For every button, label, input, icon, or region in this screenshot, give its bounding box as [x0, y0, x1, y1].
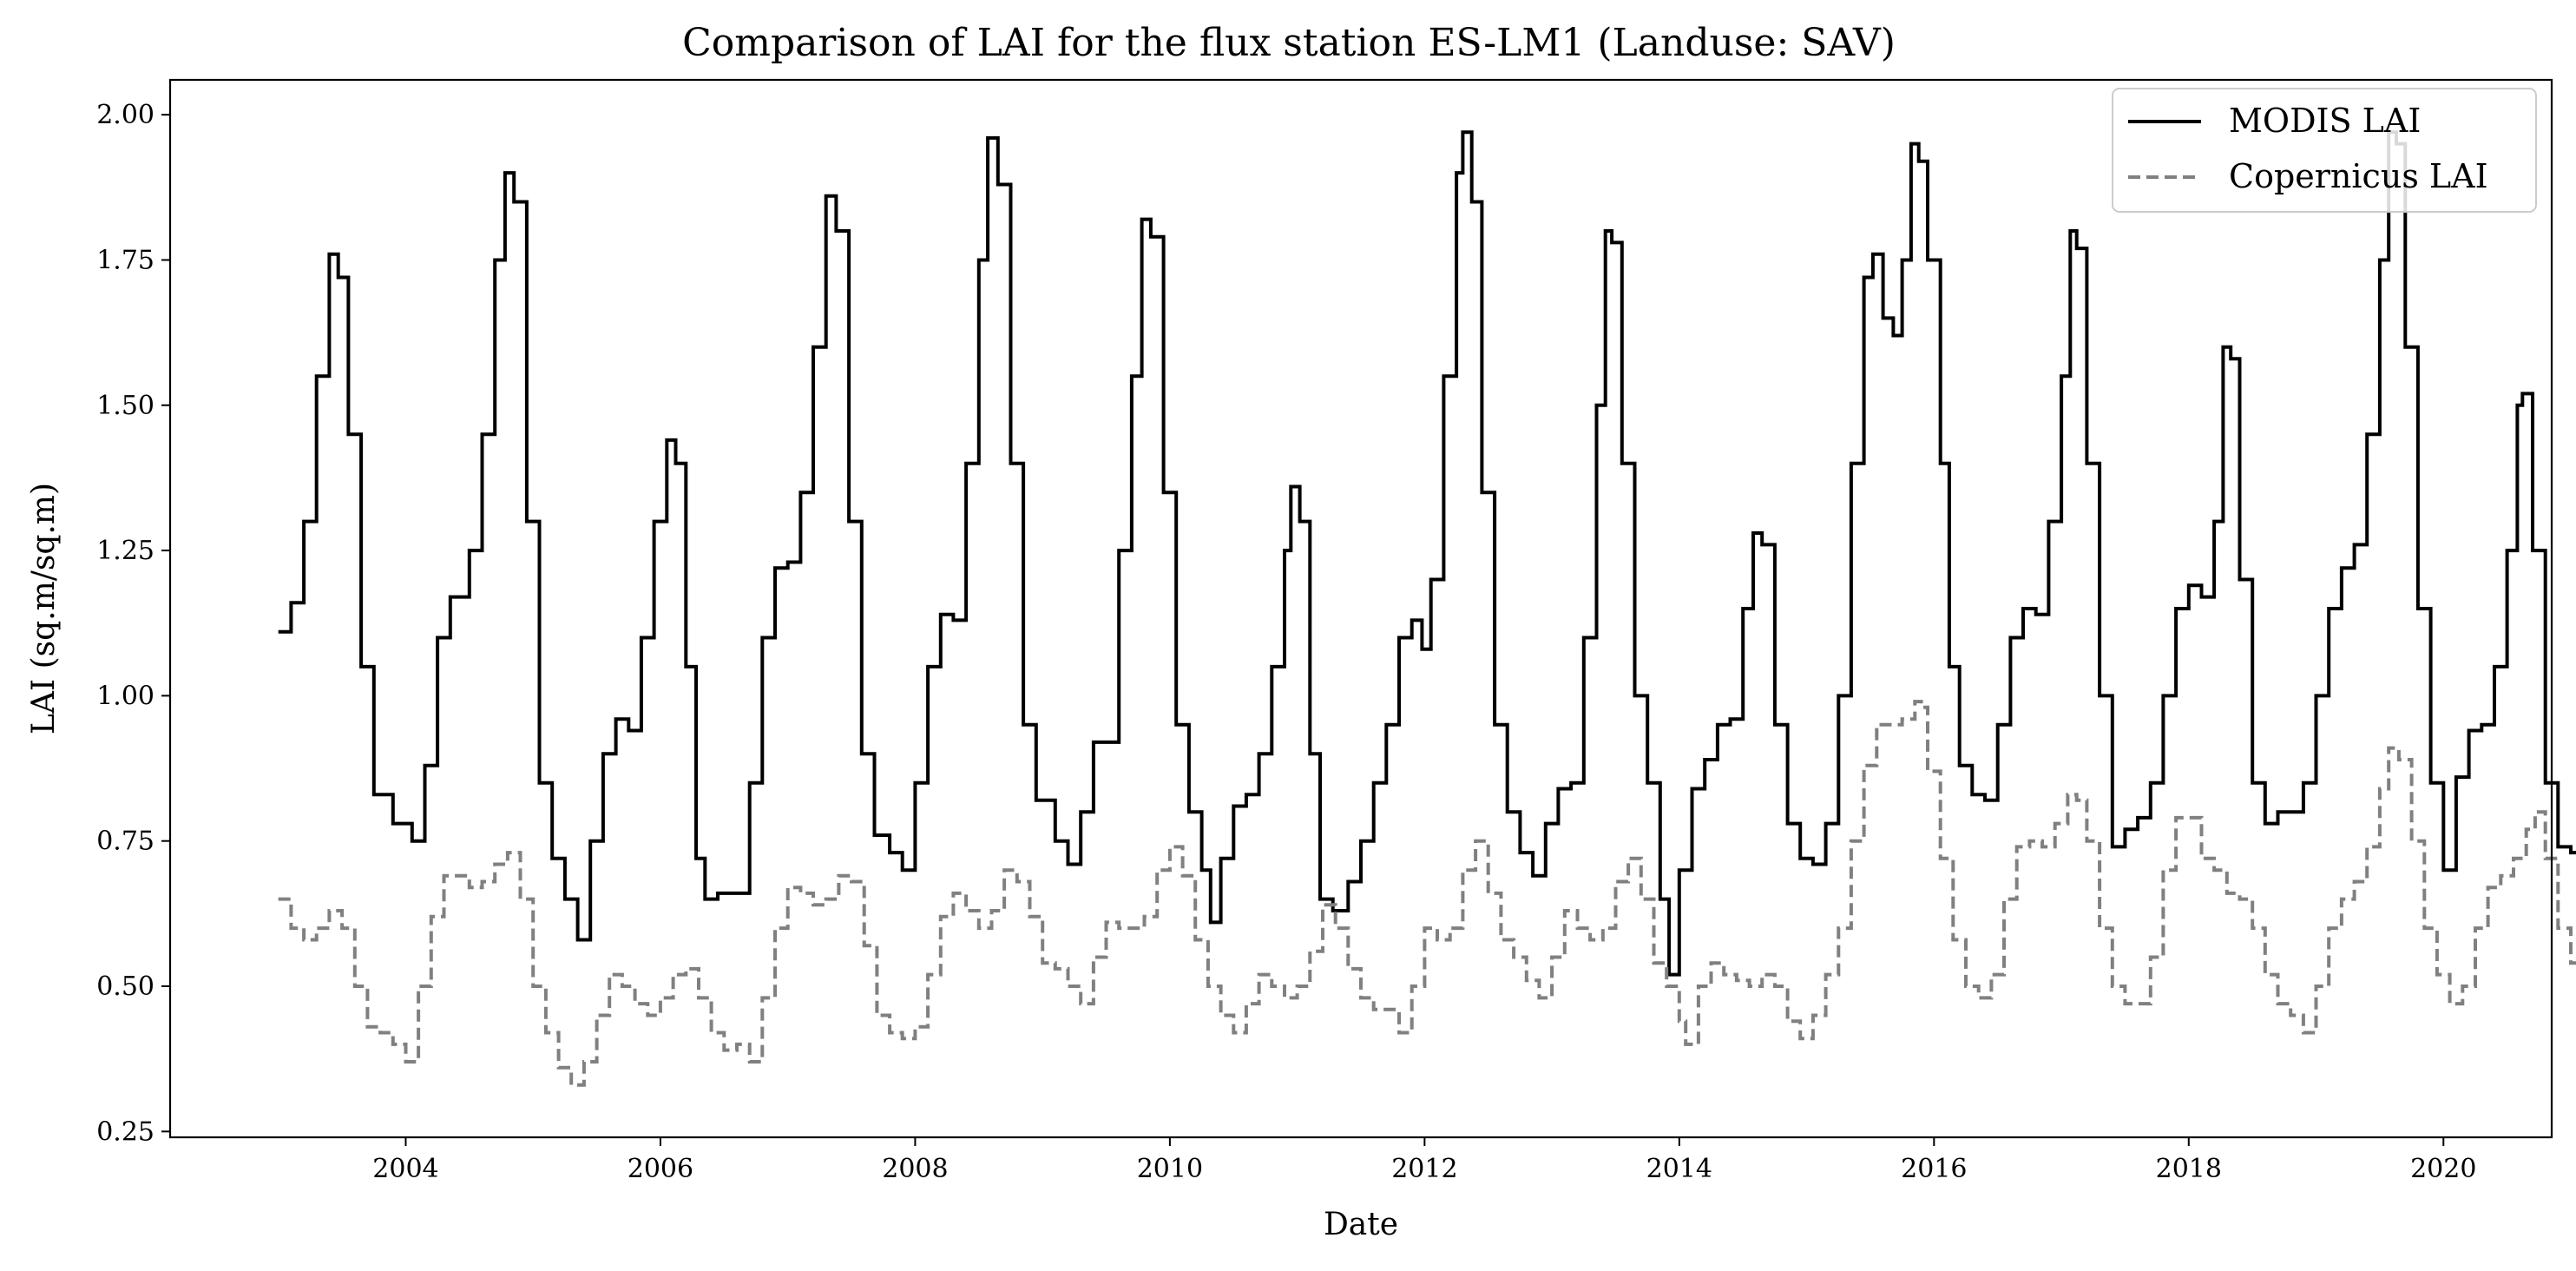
x-axis: 2004 2006 2008 2010 2012 2014 2016 2018 2020 — [372, 1137, 2476, 1184]
x-tick-label: 2018 — [2156, 1154, 2222, 1184]
x-tick-label: 2008 — [882, 1154, 948, 1184]
chart-title: Comparison of LAI for the flux station E… — [682, 21, 1896, 65]
y-tick-label: 0.75 — [96, 826, 154, 857]
y-tick-label: 0.25 — [96, 1116, 154, 1147]
y-tick-label: 1.50 — [96, 391, 154, 421]
series-line-modis-lai — [278, 130, 2576, 977]
y-tick-label: 1.00 — [96, 681, 154, 711]
x-tick-label: 2004 — [372, 1154, 438, 1184]
legend: MODIS LAI Copernicus LAI — [2112, 88, 2537, 213]
y-axis-label: LAI (sq.m/sq.m) — [26, 483, 62, 734]
legend-label-copernicus: Copernicus LAI — [2229, 157, 2488, 195]
x-axis-label: Date — [1324, 1207, 1398, 1242]
x-tick-label: 2010 — [1137, 1154, 1203, 1184]
x-tick-label: 2014 — [1646, 1154, 1712, 1184]
x-tick-label: 2016 — [1901, 1154, 1967, 1184]
legend-label-modis: MODIS LAI — [2229, 102, 2421, 140]
x-tick-label: 2012 — [1391, 1154, 1457, 1184]
y-tick-label: 0.50 — [96, 971, 154, 1002]
y-tick-label: 1.75 — [96, 245, 154, 275]
x-tick-label: 2006 — [628, 1154, 693, 1184]
plot-frame — [168, 78, 2553, 1139]
y-tick-label: 2.00 — [96, 100, 154, 130]
y-tick-label: 1.25 — [96, 536, 154, 566]
legend-box — [2112, 88, 2537, 213]
y-axis: 0.25 0.50 0.75 1.00 1.25 1.50 1.75 2.00 — [96, 100, 170, 1147]
x-tick-label: 2020 — [2410, 1154, 2476, 1184]
series-layer — [278, 130, 2576, 1087]
